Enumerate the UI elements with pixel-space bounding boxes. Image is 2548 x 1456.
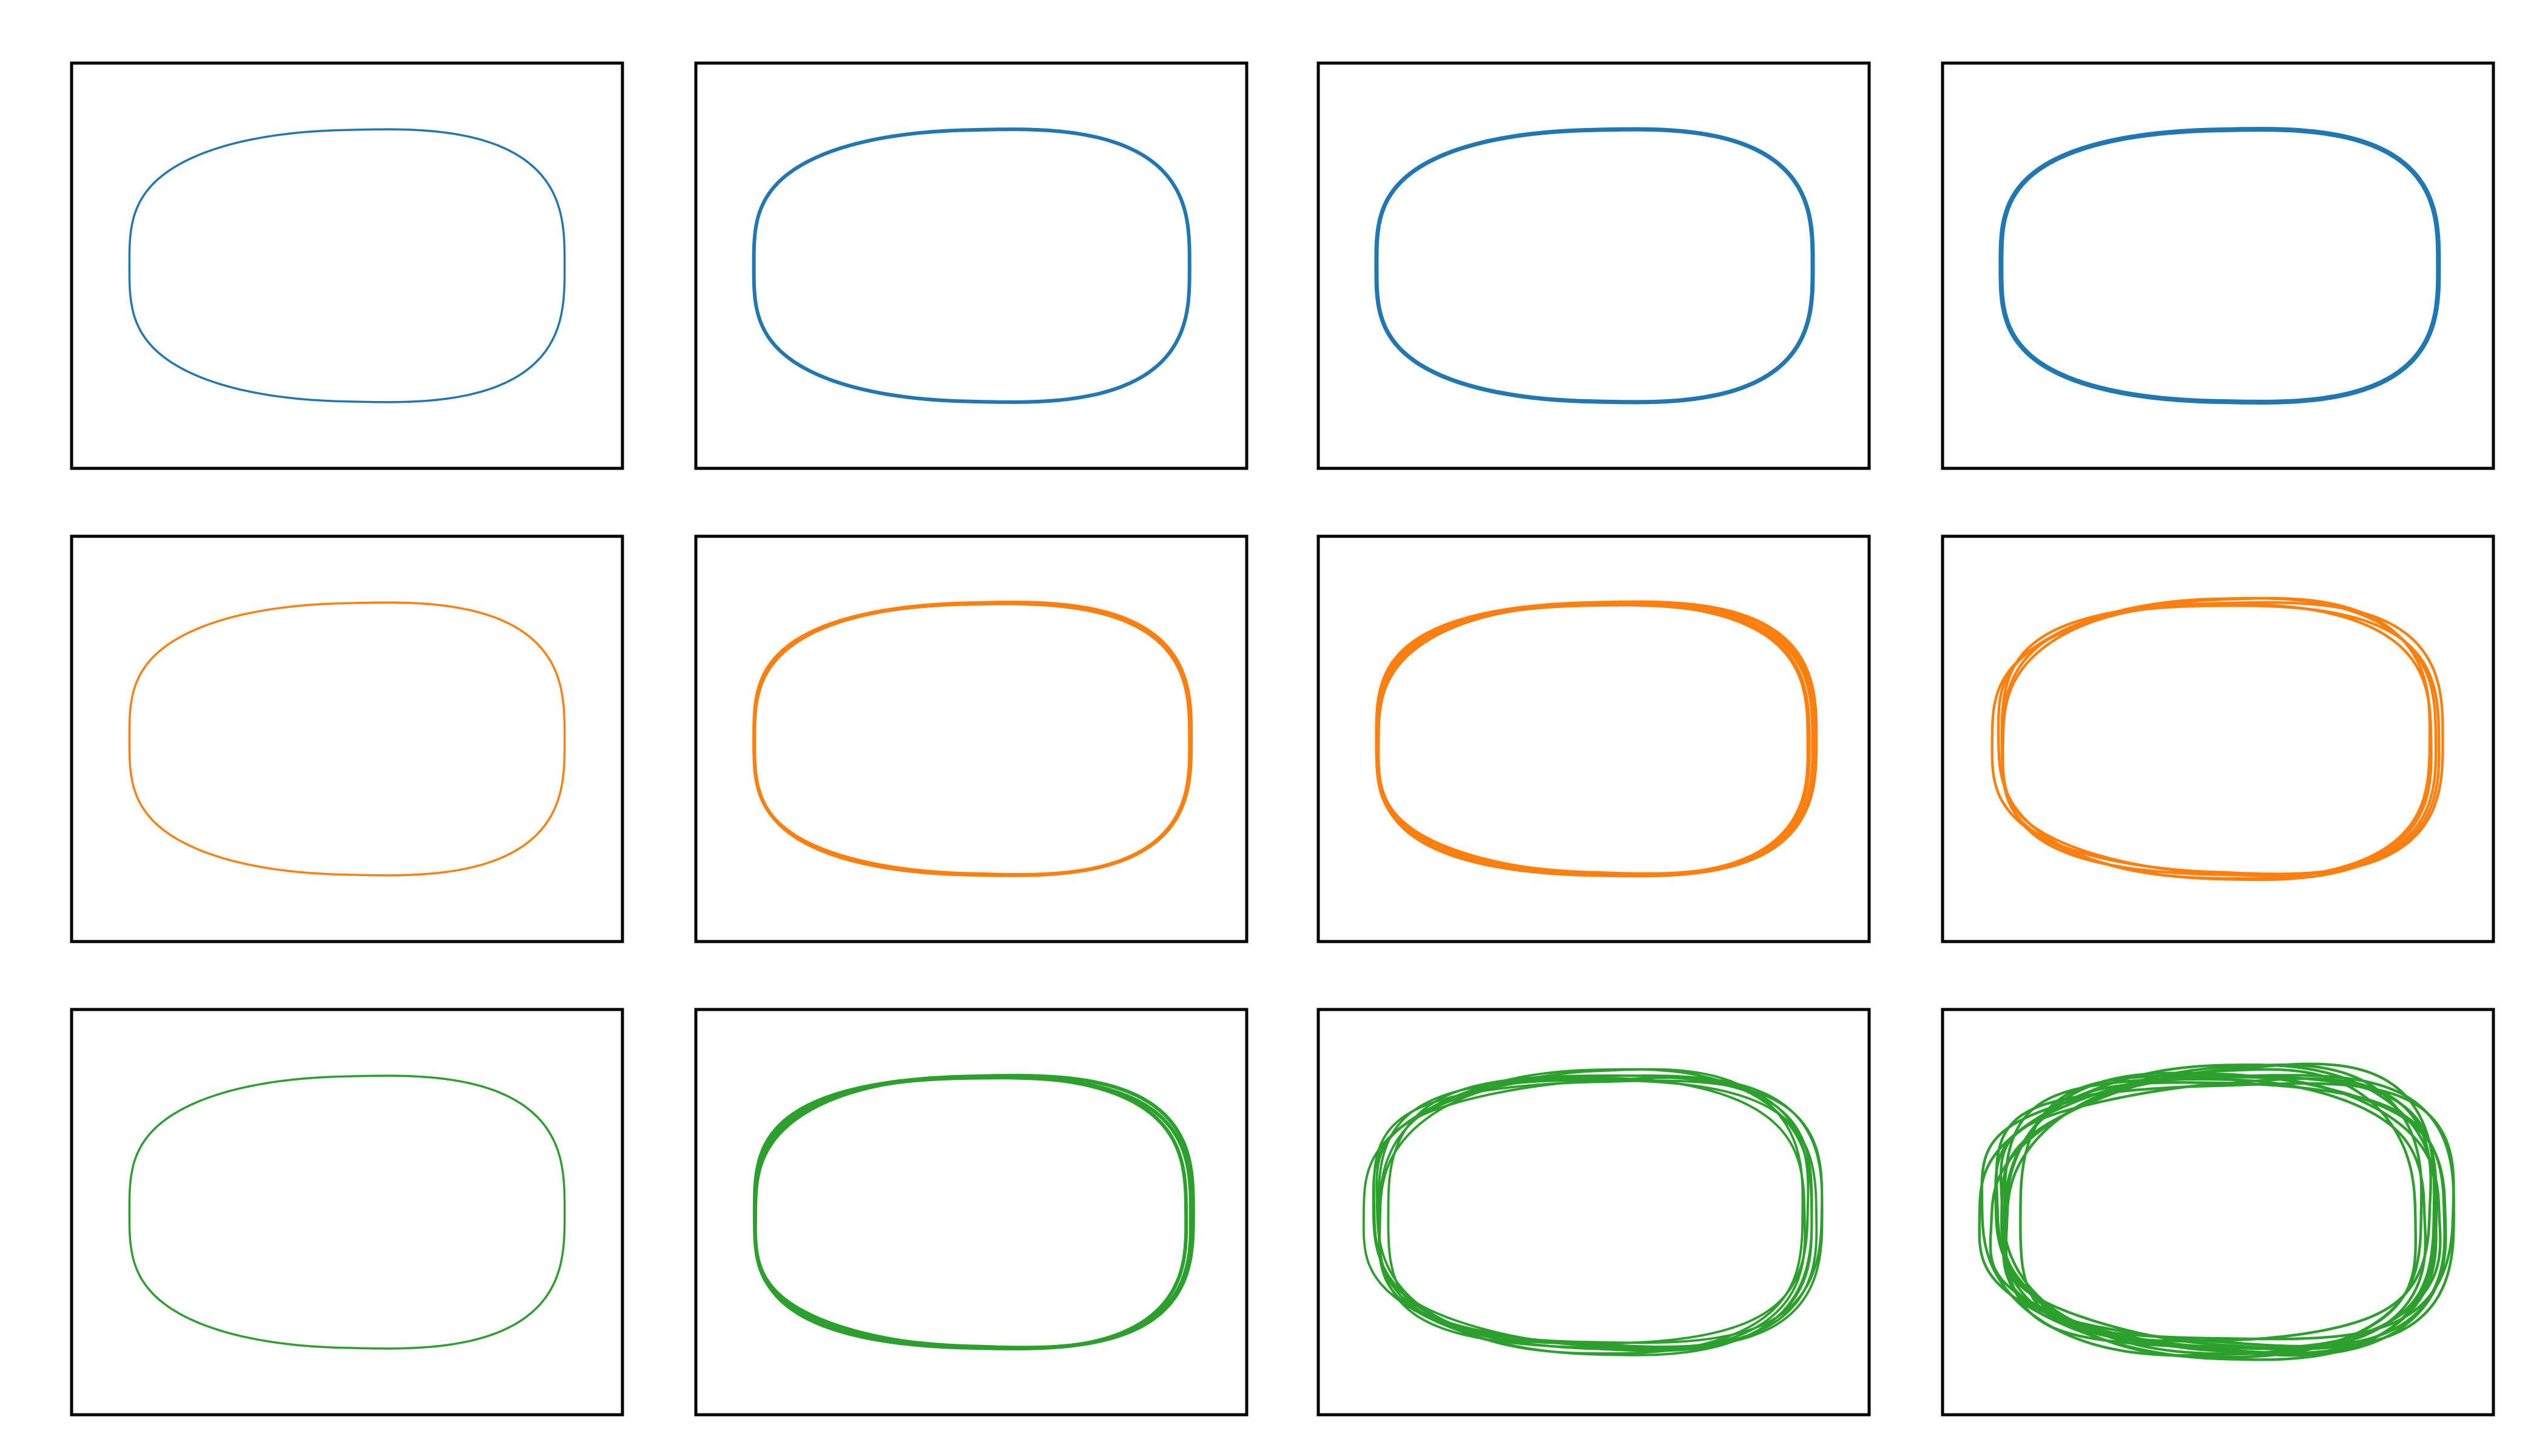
trajectory [128, 601, 566, 877]
panel-frame [1941, 534, 2495, 943]
trajectory [1375, 1076, 1810, 1345]
trajectory [2003, 1081, 2446, 1348]
trajectory [1375, 601, 1811, 878]
trajectory [2000, 601, 2444, 877]
trajectory [753, 1075, 1188, 1350]
trajectory [1999, 1077, 2432, 1343]
trajectory [2004, 1077, 2427, 1350]
trajectory [128, 128, 566, 403]
trajectory [1998, 127, 2441, 405]
trajectory [1372, 1079, 1824, 1344]
trajectory [2019, 1074, 2438, 1355]
trajectory [752, 1074, 1195, 1350]
trajectory [128, 1074, 566, 1350]
trajectory [1374, 127, 1815, 405]
trajectory [1375, 602, 1816, 877]
trajectory [1375, 600, 1818, 878]
trajectory [1378, 1079, 1818, 1348]
trajectory [753, 1076, 1193, 1350]
trajectory [752, 127, 1191, 404]
trajectory [1990, 596, 2438, 881]
panel-frame [694, 1008, 1249, 1417]
trajectory [1980, 1062, 2436, 1357]
trajectory [752, 601, 1192, 877]
panel-frame [1941, 1008, 2495, 1417]
trajectory [1997, 596, 2432, 880]
trajectory [752, 601, 1193, 877]
trajectory [1387, 1074, 1813, 1352]
trajectory [2001, 602, 2433, 877]
panel-frame [1316, 61, 1871, 470]
panel-frame [1316, 534, 1871, 943]
panel-frame [1941, 61, 2495, 470]
trajectory [1378, 1077, 1807, 1350]
panel-frame [70, 61, 624, 470]
trajectory [1377, 1074, 1824, 1350]
trajectory [2001, 604, 2441, 875]
panel-frame [694, 61, 1249, 470]
panel-frame [70, 1008, 624, 1417]
panel-frame [70, 534, 624, 943]
panel-frame [694, 534, 1249, 943]
panel-frame [1316, 1008, 1871, 1417]
